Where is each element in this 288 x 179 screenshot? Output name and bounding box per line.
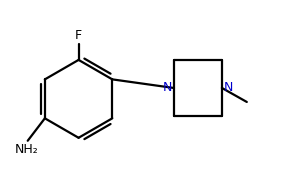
Text: N: N [224,81,233,95]
Text: NH₂: NH₂ [15,143,38,156]
Text: F: F [75,30,82,42]
Text: N: N [162,81,172,95]
